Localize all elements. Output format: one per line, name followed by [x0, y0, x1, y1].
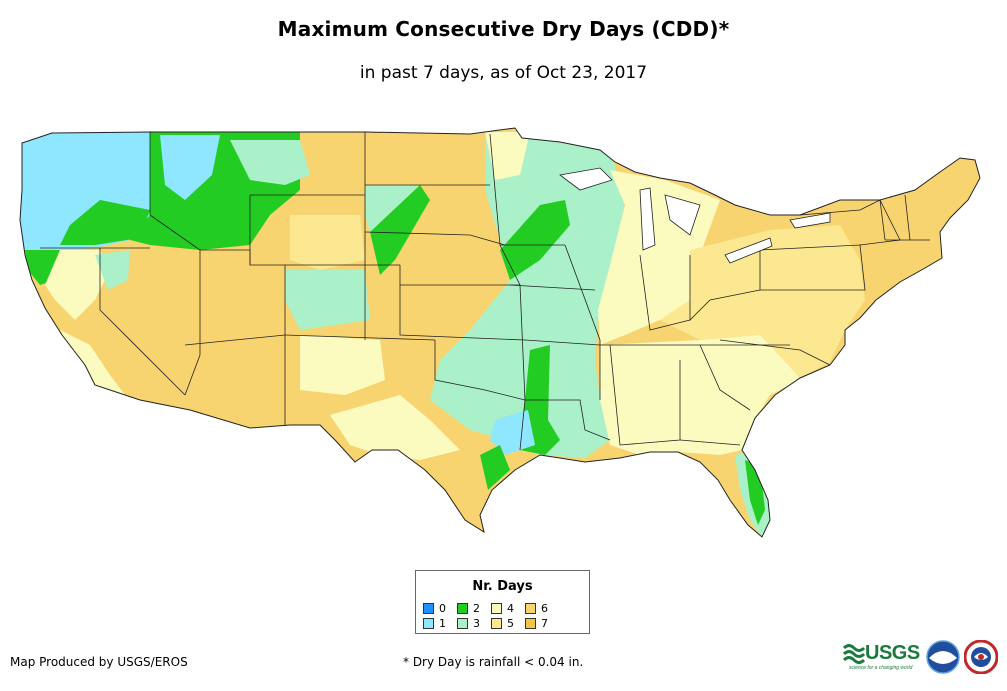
- noaa-logo-icon: [926, 640, 960, 674]
- zone-2-day-dakotas: [370, 185, 430, 275]
- border-sd-ne: [364, 231, 506, 246]
- zone-3-day-nevada-north: [95, 250, 130, 290]
- map-credit: Map Produced by USGS/EROS: [10, 655, 188, 669]
- zone-4-day-north-dakota: [485, 132, 530, 180]
- state-borders: [40, 132, 930, 451]
- legend-swatch: [525, 603, 536, 614]
- legend-item-5: 5: [491, 616, 525, 631]
- border-wy-west: [249, 194, 365, 265]
- border-ar-la: [525, 399, 611, 441]
- dry-day-footnote: * Dry Day is rainfall < 0.04 in.: [403, 655, 584, 669]
- zone-4-day-new-mexico: [300, 335, 385, 395]
- border-ca-nv: [99, 248, 186, 396]
- usgs-logo-text: USGS: [865, 642, 920, 664]
- border-ga-sc: [699, 344, 751, 411]
- zone-2-day-minnesota-iowa: [500, 200, 570, 280]
- border-id-west: [149, 132, 201, 251]
- border-new-england: [879, 194, 930, 241]
- legend-label: 2: [473, 602, 480, 615]
- legend: Nr. Days 0 1 2 3 4 5 6 7: [415, 570, 590, 634]
- legend-swatch: [491, 618, 502, 629]
- legend-item-3: 3: [457, 616, 491, 631]
- border-mississippi: [564, 244, 601, 400]
- usgs-logo: USGS science for a changing world: [843, 640, 923, 674]
- nws-logo-icon: [964, 640, 998, 674]
- border-ms-al: [609, 344, 681, 446]
- legend-swatch: [423, 603, 434, 614]
- zone-4-day-ncal: [45, 250, 110, 320]
- map-title: Maximum Consecutive Dry Days (CDD)*: [277, 17, 730, 41]
- legend-label: 7: [541, 617, 548, 630]
- legend-item-1: 1: [423, 616, 457, 631]
- legend-swatch: [525, 618, 536, 629]
- zone-3-day-dakotas: [365, 185, 420, 232]
- border-in: [639, 254, 691, 331]
- legend-label: 5: [507, 617, 514, 630]
- zone-1-day-idaho: [160, 135, 220, 200]
- border-ks-ok: [399, 285, 526, 341]
- legend-swatch: [491, 603, 502, 614]
- cdd-zones: [20, 130, 980, 537]
- legend-title: Nr. Days: [472, 579, 533, 594]
- lake-erie: [724, 237, 773, 264]
- lake-michigan: [639, 187, 656, 251]
- lake-ontario: [789, 212, 831, 229]
- legend-item-4: 4: [491, 601, 525, 616]
- zone-5-day-mid-atlantic: [660, 225, 865, 378]
- border-mo-ar: [524, 339, 601, 346]
- border-ok-tx: [434, 340, 526, 451]
- usgs-wave-icon: [843, 644, 865, 664]
- legend-label: 4: [507, 602, 514, 615]
- legend-item-2: 2: [457, 601, 491, 616]
- zone-3-day-montana: [230, 140, 310, 185]
- border-oh: [689, 255, 761, 321]
- zone-2-day-texas-coast: [480, 445, 510, 490]
- zone-4-day-southeast: [600, 335, 800, 455]
- legend-item-7: 7: [525, 616, 559, 631]
- legend-item-0: 0: [423, 601, 457, 616]
- legend-label: 6: [541, 602, 548, 615]
- border-co-south: [284, 334, 436, 341]
- lake-huron: [664, 194, 701, 236]
- zone-6-day-new-england: [840, 158, 980, 282]
- legend-swatch: [457, 603, 468, 614]
- zone-5-day-wyoming: [290, 215, 365, 270]
- map-subtitle: in past 7 days, as of Oct 23, 2017: [359, 63, 648, 83]
- border-ut-az: [184, 334, 286, 346]
- legend-items: 0 1 2 3 4 5 6 7: [423, 601, 593, 631]
- us-dry-days-map: [19, 127, 981, 538]
- border-pa: [759, 244, 866, 291]
- legend-item-6: 6: [525, 601, 559, 616]
- zone-1-day-east-texas: [490, 410, 535, 455]
- border-mn-ia-mo-west: [489, 133, 526, 401]
- legend-label: 0: [439, 602, 446, 615]
- usgs-tagline: science for a changing world: [849, 665, 913, 671]
- border-nv-east: [184, 250, 201, 396]
- border-fl-north: [679, 439, 741, 446]
- legend-swatch: [423, 618, 434, 629]
- zone-4-day-texas-west: [330, 395, 460, 460]
- great-lakes: [559, 167, 831, 264]
- zone-4-day-scal: [60, 330, 125, 395]
- zone-3-day-midwest: [430, 132, 625, 458]
- lake-superior: [559, 167, 613, 191]
- legend-label: 1: [439, 617, 446, 630]
- legend-swatch: [457, 618, 468, 629]
- legend-label: 3: [473, 617, 480, 630]
- border-ia-mo: [509, 284, 596, 291]
- border-va-nc: [719, 339, 831, 366]
- zone-2-day-oregon: [60, 200, 150, 245]
- zone-3-day-colorado: [285, 270, 370, 330]
